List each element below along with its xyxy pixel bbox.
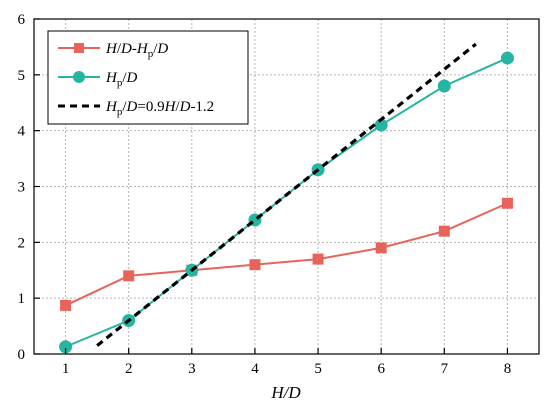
legend-marker-circle bbox=[73, 71, 85, 83]
x-axis-title: H/D bbox=[270, 383, 301, 402]
data-point-square bbox=[375, 242, 387, 254]
x-tick-label: 1 bbox=[62, 361, 70, 377]
y-tick-label: 0 bbox=[18, 347, 26, 363]
x-tick-label: 3 bbox=[188, 361, 196, 377]
y-tick-label: 1 bbox=[18, 291, 26, 307]
data-point-square bbox=[438, 225, 450, 237]
legend-label-h-d-minus-hp-d: H/D-Hp/D bbox=[105, 41, 168, 60]
data-point-circle bbox=[374, 118, 388, 132]
series-line-h-d-hp-d bbox=[65, 202, 508, 307]
data-point-circle bbox=[59, 340, 73, 354]
data-point-square bbox=[249, 259, 261, 271]
data-point-square bbox=[501, 197, 513, 209]
x-tick-label: 6 bbox=[377, 361, 385, 377]
data-point-square bbox=[312, 253, 324, 265]
legend-entry-h-d-minus-hp-d: H/D-Hp/D bbox=[58, 41, 168, 60]
data-point-square bbox=[60, 299, 72, 311]
tick-layer: 1 2 3 4 5 6 7 8 0 1 2 3 4 5 6 bbox=[18, 12, 512, 377]
x-tick-label: 5 bbox=[314, 361, 322, 377]
x-tick-label: 7 bbox=[441, 361, 449, 377]
y-tick-label: 4 bbox=[18, 124, 26, 140]
data-point-square bbox=[123, 270, 135, 282]
legend: H/D-Hp/D Hp/D Hp/D=0.9H/D-1.2 bbox=[47, 30, 249, 125]
y-tick-label: 5 bbox=[18, 68, 26, 84]
x-tick-label: 4 bbox=[251, 361, 259, 377]
y-tick-label: 3 bbox=[18, 180, 26, 196]
series-line-hp-d-0-9h-d-1-2 bbox=[96, 42, 477, 347]
legend-label-hp-d: Hp/D bbox=[105, 70, 138, 89]
legend-entry-fit-line: Hp/D=0.9H/D-1.2 bbox=[58, 99, 214, 118]
series-layer bbox=[59, 42, 514, 354]
series-hp-d-0-9h-d-1-2 bbox=[96, 42, 477, 347]
x-tick-label: 2 bbox=[125, 361, 133, 377]
y-tick-label: 6 bbox=[18, 12, 26, 28]
data-point-circle bbox=[437, 79, 451, 93]
y-tick-label: 2 bbox=[18, 235, 26, 251]
x-tick-label: 8 bbox=[504, 361, 512, 377]
legend-label-fit-line: Hp/D=0.9H/D-1.2 bbox=[105, 99, 214, 118]
legend-entry-hp-d: Hp/D bbox=[58, 70, 138, 89]
data-point-circle bbox=[500, 51, 514, 65]
series-h-d-hp-d bbox=[60, 197, 513, 311]
legend-marker-square bbox=[74, 43, 84, 53]
